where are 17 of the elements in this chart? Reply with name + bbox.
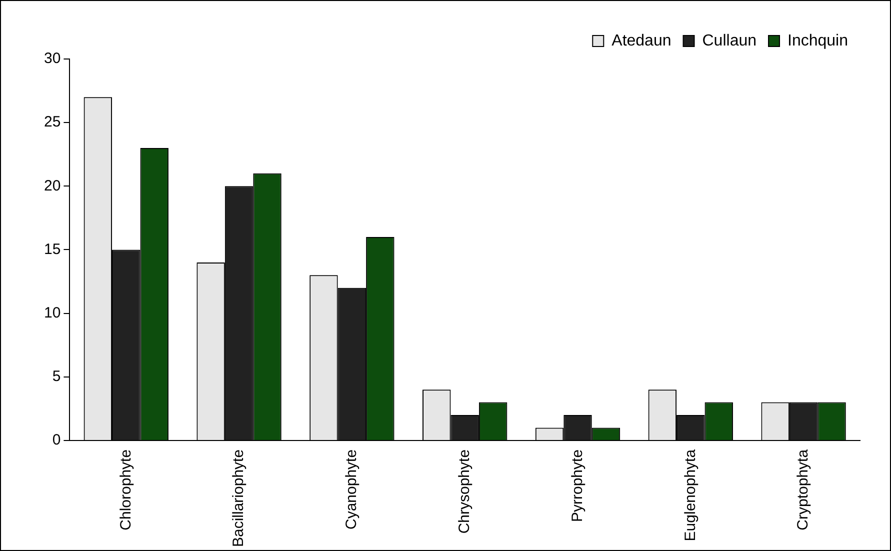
y-tick-label: 5 <box>52 368 61 386</box>
y-tick-label: 25 <box>44 114 61 131</box>
x-tick-label: Chrysophyte <box>456 449 473 534</box>
x-tick-label: Euglenophyta <box>682 448 699 542</box>
x-tick-label: Bacillariophyte <box>230 449 248 548</box>
y-tick-label: 0 <box>52 432 61 449</box>
legend-label: Atedaun <box>612 32 672 50</box>
legend-label: Cullaun <box>702 32 757 50</box>
y-tick-label: 15 <box>44 240 61 258</box>
legend-label: Inchquin <box>788 32 848 50</box>
x-tick-label: Chlorophyte <box>117 449 134 530</box>
y-tick-label: 20 <box>44 177 61 194</box>
x-tick-label: Cryptophyta <box>794 448 812 530</box>
y-tick-label: 10 <box>44 304 61 322</box>
x-tick-label: Pyrrophyte <box>568 449 586 522</box>
x-tick-label: Cyanophyte <box>343 449 360 530</box>
y-tick-label: 30 <box>44 50 61 68</box>
